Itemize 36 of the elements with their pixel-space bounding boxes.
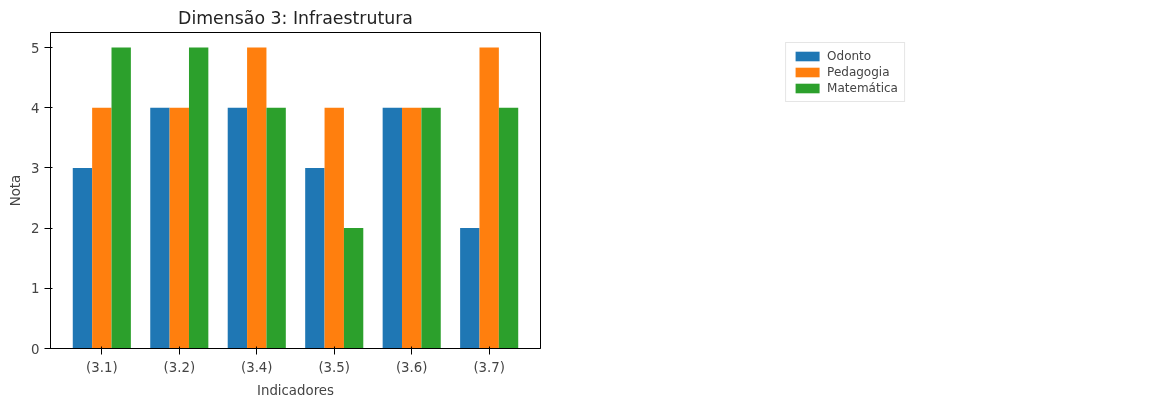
bar: [247, 47, 267, 349]
bar: [498, 107, 519, 349]
legend-label: Pedagogia: [827, 65, 890, 79]
x-tick-label: (3.1): [86, 359, 118, 375]
x-tick-label: (3.4): [240, 359, 273, 375]
bar: [150, 107, 170, 349]
y-tick-label: 2: [31, 221, 40, 237]
bar: [324, 107, 344, 349]
bar: [169, 107, 189, 349]
y-tick-label: 1: [31, 281, 40, 297]
bar: [382, 107, 403, 349]
bar: [421, 107, 441, 349]
y-tick-label: 3: [31, 160, 40, 176]
legend-label: Matemática: [827, 81, 898, 95]
legend-label: Odonto: [827, 49, 872, 63]
y-axis-title: Nota: [8, 174, 24, 207]
x-axis-title: Indicadores: [257, 382, 335, 398]
y-tick-label: 5: [31, 40, 40, 56]
y-tick-label: 0: [31, 341, 40, 357]
x-tick-label: (3.2): [163, 359, 196, 375]
bar: [479, 47, 499, 349]
bar: [343, 228, 364, 349]
y-tick-label: 4: [31, 100, 40, 116]
x-tick-label: (3.5): [318, 359, 351, 375]
x-tick-label: (3.6): [395, 359, 428, 375]
bar: [72, 167, 93, 349]
bar: [266, 107, 286, 349]
bar: [111, 47, 131, 349]
bar: [460, 228, 480, 349]
bar: [227, 107, 248, 349]
x-tick-label: (3.7): [473, 359, 505, 375]
bar: [305, 167, 325, 349]
bar: [188, 47, 209, 349]
bar: [92, 107, 112, 349]
chart-title: Dimensão 3: Infraestrutura: [178, 7, 413, 28]
bar: [402, 107, 422, 349]
